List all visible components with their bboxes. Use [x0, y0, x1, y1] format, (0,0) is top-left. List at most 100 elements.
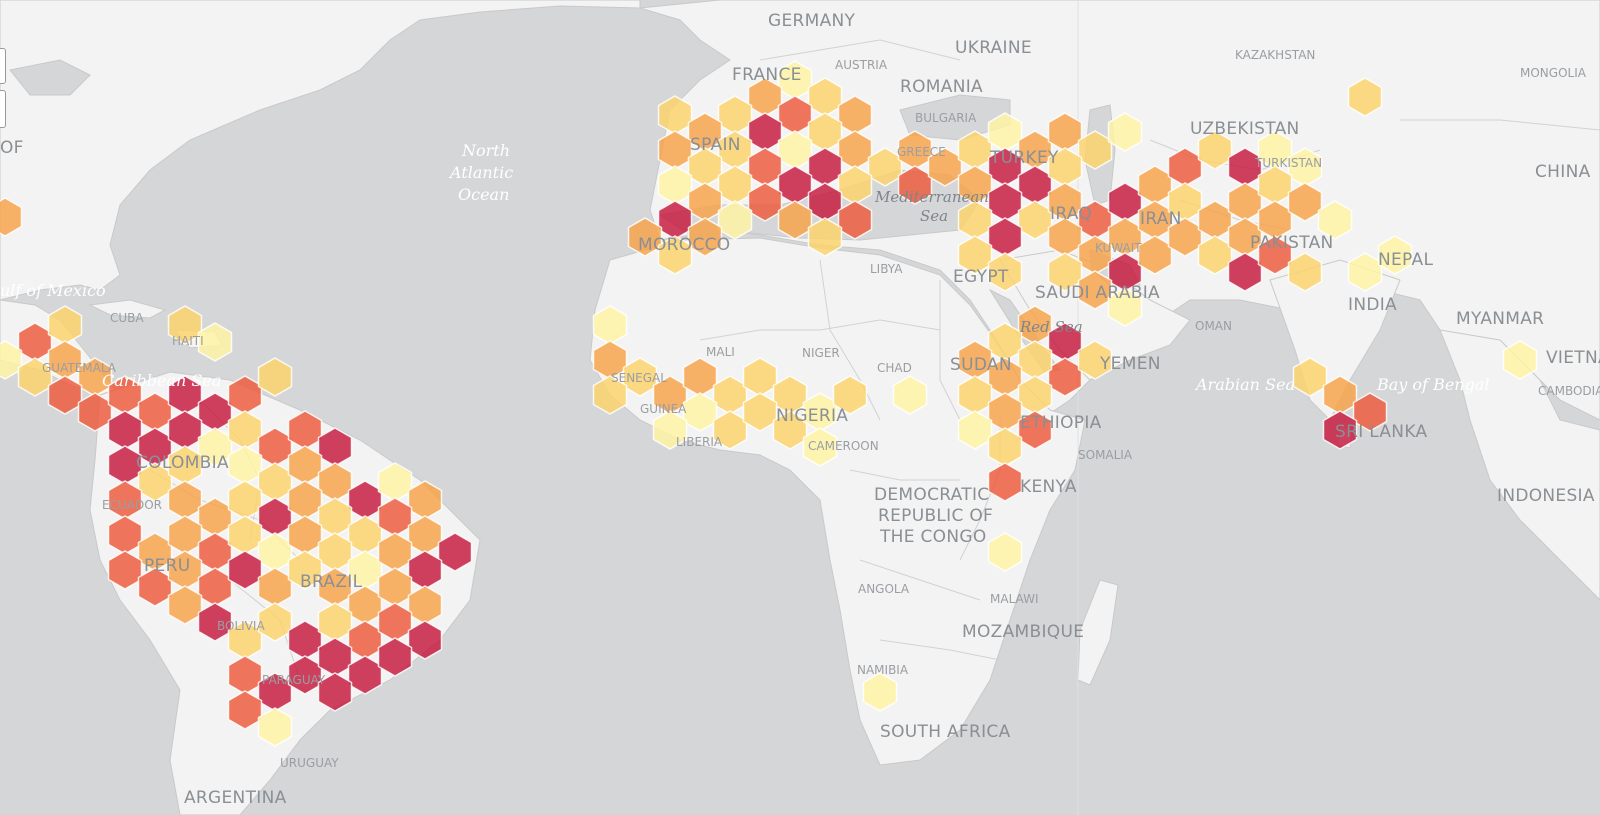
hexbin-cell[interactable] [1287, 252, 1323, 292]
label-liberia: LIBERIA [676, 435, 723, 449]
hexbin-cell[interactable] [107, 550, 143, 590]
label-mali: MALI [706, 345, 735, 359]
land-north-america [0, 0, 641, 301]
hexbin-cell[interactable] [1317, 200, 1353, 240]
label-south-africa: SOUTH AFRICA [880, 722, 1011, 742]
label-us-fragment: OF [0, 138, 24, 158]
hexbin-cell[interactable] [0, 197, 23, 237]
label-bolivia: BOLIVIA [217, 619, 265, 633]
label-iran: IRAN [1140, 209, 1182, 229]
hexbin-cell[interactable] [437, 532, 473, 572]
hexbin-cell[interactable] [167, 305, 203, 345]
hexbin-cell[interactable] [287, 550, 323, 590]
hexbin-cell[interactable] [627, 217, 663, 257]
hexbin-cell[interactable] [0, 340, 23, 380]
hexbin-cell[interactable] [1197, 130, 1233, 170]
hexbin-cell[interactable] [987, 532, 1023, 572]
label-sudan: SUDAN [950, 355, 1012, 375]
hexbin-cell[interactable] [1347, 77, 1383, 117]
hexbin-cell[interactable] [377, 637, 413, 677]
label-caribbean-sea: Caribbean Sea [102, 371, 221, 390]
label-angola: ANGOLA [858, 582, 910, 596]
hexbin-cell[interactable] [1077, 270, 1113, 310]
hexbin-cell[interactable] [1077, 340, 1113, 380]
hexbin-cell[interactable] [837, 200, 873, 240]
label-spain: SPAIN [690, 135, 741, 155]
hexbin-cell[interactable] [657, 235, 693, 275]
label-turkey: TURKEY [989, 148, 1059, 168]
label-drc-1: DEMOCRATIC [874, 485, 989, 505]
hexbin-cell[interactable] [317, 672, 353, 712]
label-india: INDIA [1348, 295, 1397, 315]
label-indonesia: INDONESIA [1497, 486, 1595, 506]
label-guatemala: GUATEMALA [42, 361, 117, 375]
label-malawi: MALAWI [990, 592, 1038, 606]
label-uruguay: URUGUAY [280, 756, 339, 770]
hexbin-cell[interactable] [227, 550, 263, 590]
label-austria: AUSTRIA [835, 58, 888, 72]
label-guinea: GUINEA [640, 402, 687, 416]
hexbin-cell[interactable] [1047, 252, 1083, 292]
label-mediterranean: Mediterranean [874, 188, 989, 206]
hexbin-cell[interactable] [1502, 340, 1538, 380]
hexbin-cell[interactable] [682, 392, 718, 432]
hexbin-cell[interactable] [687, 217, 723, 257]
label-france: FRANCE [732, 65, 802, 85]
hexbin-cell[interactable] [957, 235, 993, 275]
label-cameroon: CAMEROON [808, 439, 879, 453]
hexbin-layer [0, 60, 1538, 747]
hexbin-cell[interactable] [622, 357, 658, 397]
hexbin-cell[interactable] [1377, 235, 1413, 275]
hexbin-cell[interactable] [747, 182, 783, 222]
label-cambodia: CAMBODIA [1538, 384, 1600, 398]
hexbin-cell[interactable] [802, 427, 838, 467]
hexbin-cell[interactable] [407, 620, 443, 660]
hexbin-cell[interactable] [807, 217, 843, 257]
label-mozambique: MOZAMBIQUE [962, 622, 1084, 642]
label-north-atlantic-2: Atlantic [448, 163, 513, 182]
hexbin-cell[interactable] [957, 410, 993, 450]
label-mongolia: MONGOLIA [1520, 66, 1587, 80]
label-turkistan: TURKISTAN [1254, 156, 1322, 170]
hexbin-cell[interactable] [227, 690, 263, 730]
hexbin-cell[interactable] [652, 410, 688, 450]
hexbin-cell[interactable] [257, 357, 293, 397]
hexbin-cell[interactable] [832, 375, 868, 415]
label-niger: NIGER [802, 346, 840, 360]
label-north-atlantic-3: Ocean [458, 185, 509, 204]
hexbin-cell[interactable] [1107, 112, 1143, 152]
hexbin-cell[interactable] [987, 252, 1023, 292]
hexbin-cell[interactable] [1017, 410, 1053, 450]
label-greece: GREECE [897, 145, 946, 159]
label-oman: OMAN [1195, 319, 1232, 333]
hexbin-cell[interactable] [1287, 182, 1323, 222]
label-sri-lanka: SRI LANKA [1335, 422, 1427, 442]
hexbin-cell[interactable] [892, 375, 928, 415]
hexbin-cell[interactable] [1352, 392, 1388, 432]
hexbin-cell[interactable] [592, 375, 628, 415]
label-ethiopia: ETHIOPIA [1020, 413, 1102, 433]
great-lakes [9, 59, 91, 96]
hexbin-cell[interactable] [777, 200, 813, 240]
hexbin-cell[interactable] [47, 375, 83, 415]
hexbin-cell[interactable] [197, 602, 233, 642]
hexbin-cell[interactable] [1292, 357, 1328, 397]
hexbin-cell[interactable] [717, 200, 753, 240]
hexbin-cell[interactable] [1322, 410, 1358, 450]
label-uzbekistan: UZBEKISTAN [1190, 119, 1300, 139]
layer-control-edge[interactable] [0, 90, 6, 128]
zoom-control-edge[interactable] [0, 48, 6, 84]
hexbin-cell[interactable] [1107, 287, 1143, 327]
label-romania: ROMANIA [900, 77, 983, 97]
label-senegal: SENEGAL [611, 371, 667, 385]
hexbin-cell[interactable] [742, 392, 778, 432]
hexbin-cell[interactable] [197, 322, 233, 362]
hexbin-cell[interactable] [257, 707, 293, 747]
label-somalia: SOMALIA [1078, 448, 1133, 462]
hexbin-cell[interactable] [862, 672, 898, 712]
hexbin-cell[interactable] [987, 462, 1023, 502]
hexbin-cell[interactable] [257, 602, 293, 642]
hexbin-cell[interactable] [1257, 235, 1293, 275]
hexbin-cell[interactable] [167, 585, 203, 625]
